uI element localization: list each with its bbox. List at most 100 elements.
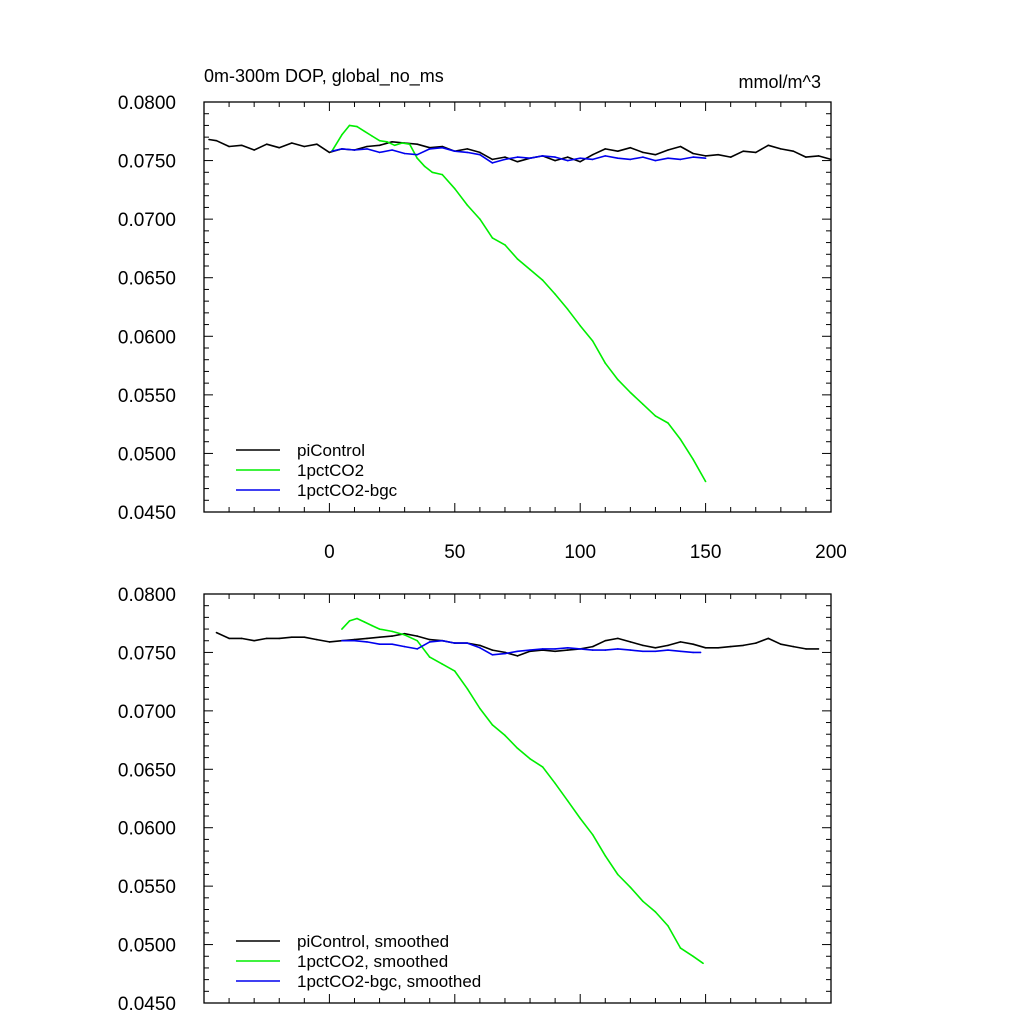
data-point [504,734,506,737]
data-point [491,158,494,161]
top-panel: 0.0800 0.0750 0.0700 0.0650 0.0600 0.0550 0.05… [118,66,847,563]
data-point [704,480,707,483]
data-point [554,159,556,162]
data-point [466,148,469,150]
data-point [479,644,481,647]
series-line-0 [208,138,832,163]
y-tick-label: 0.0450 [118,994,176,1015]
data-point [303,636,306,638]
data-point [642,650,644,653]
data-point [667,649,669,651]
data-point [516,160,519,163]
data-point [541,279,544,281]
data-point [717,647,719,649]
x-tick-label: 150 [690,542,722,563]
data-point [491,654,494,656]
data-point [566,649,569,651]
y-tick-label: 0.0700 [118,210,176,231]
data-point [479,218,481,220]
data-point [253,639,255,642]
data-point [401,142,403,144]
data-point [391,149,393,151]
y-tick-label: 0.0500 [118,936,176,957]
data-point [654,911,657,913]
data-point [529,758,531,760]
data-point [629,641,632,643]
y-tick-label: 0.0750 [118,643,176,664]
data-point [516,156,519,158]
data-point [554,650,556,653]
y-tick-label: 0.0800 [118,93,176,114]
data-point [328,151,331,154]
y-tick-label: 0.0500 [118,444,176,465]
data-point [416,143,419,145]
data-point [667,149,669,151]
data-point [642,403,644,406]
data-point [454,187,456,190]
y-tick-label: 0.0700 [118,702,176,723]
data-point [717,153,719,156]
data-point [491,237,494,239]
data-point [617,378,619,381]
data-point [516,650,519,653]
data-point [554,156,556,158]
data-point [617,637,619,640]
data-point [642,644,644,647]
data-point [466,151,469,154]
data-point [692,152,694,155]
data-point [642,156,644,158]
data-point [341,628,343,630]
data-point [667,644,669,647]
data-point [742,644,744,647]
data-point [454,670,456,672]
data-point [428,638,431,641]
data-point [780,148,782,150]
data-point [566,159,569,162]
data-point [629,649,632,651]
data-point [391,141,393,143]
y-tick-label: 0.0600 [118,819,176,840]
data-point [654,650,657,653]
data-point [441,173,444,176]
data-point [617,157,619,159]
data-point [391,630,393,633]
data-point [341,134,343,136]
x-tick-label: 50 [444,542,465,563]
data-point [228,637,230,640]
x-tick-label: 100 [564,542,596,563]
y-tick-label: 0.0550 [118,386,176,407]
data-point [679,158,682,161]
data-point [265,143,268,145]
data-point [291,142,293,144]
legend-label: 1pctCO2-bgc [297,481,398,500]
data-point [541,648,544,650]
data-point [253,149,255,151]
series-line-0 [216,631,819,657]
data-point [805,648,807,650]
data-point [792,645,795,648]
data-point [428,641,431,643]
plot-frame [203,593,832,1004]
data-point [554,648,556,650]
data-point [679,650,682,653]
x-tick-label: 200 [815,542,847,563]
data-point [617,873,619,876]
data-point [792,150,795,152]
data-point [541,766,544,768]
data-point [366,637,368,640]
data-point [704,155,707,157]
data-point [265,637,268,640]
chart-title: 0m-300m DOP, global_no_ms [204,66,444,87]
data-point [755,642,757,644]
data-point [504,156,506,158]
data-point [729,645,732,648]
data-point [617,648,619,650]
data-point [516,655,519,657]
legend-label: 1pctCO2, smoothed [297,952,448,971]
data-point [699,651,702,654]
legend-label: piControl [297,441,365,460]
data-point [541,155,544,157]
data-point [817,155,820,157]
data-point [604,148,607,150]
data-point [416,639,419,642]
